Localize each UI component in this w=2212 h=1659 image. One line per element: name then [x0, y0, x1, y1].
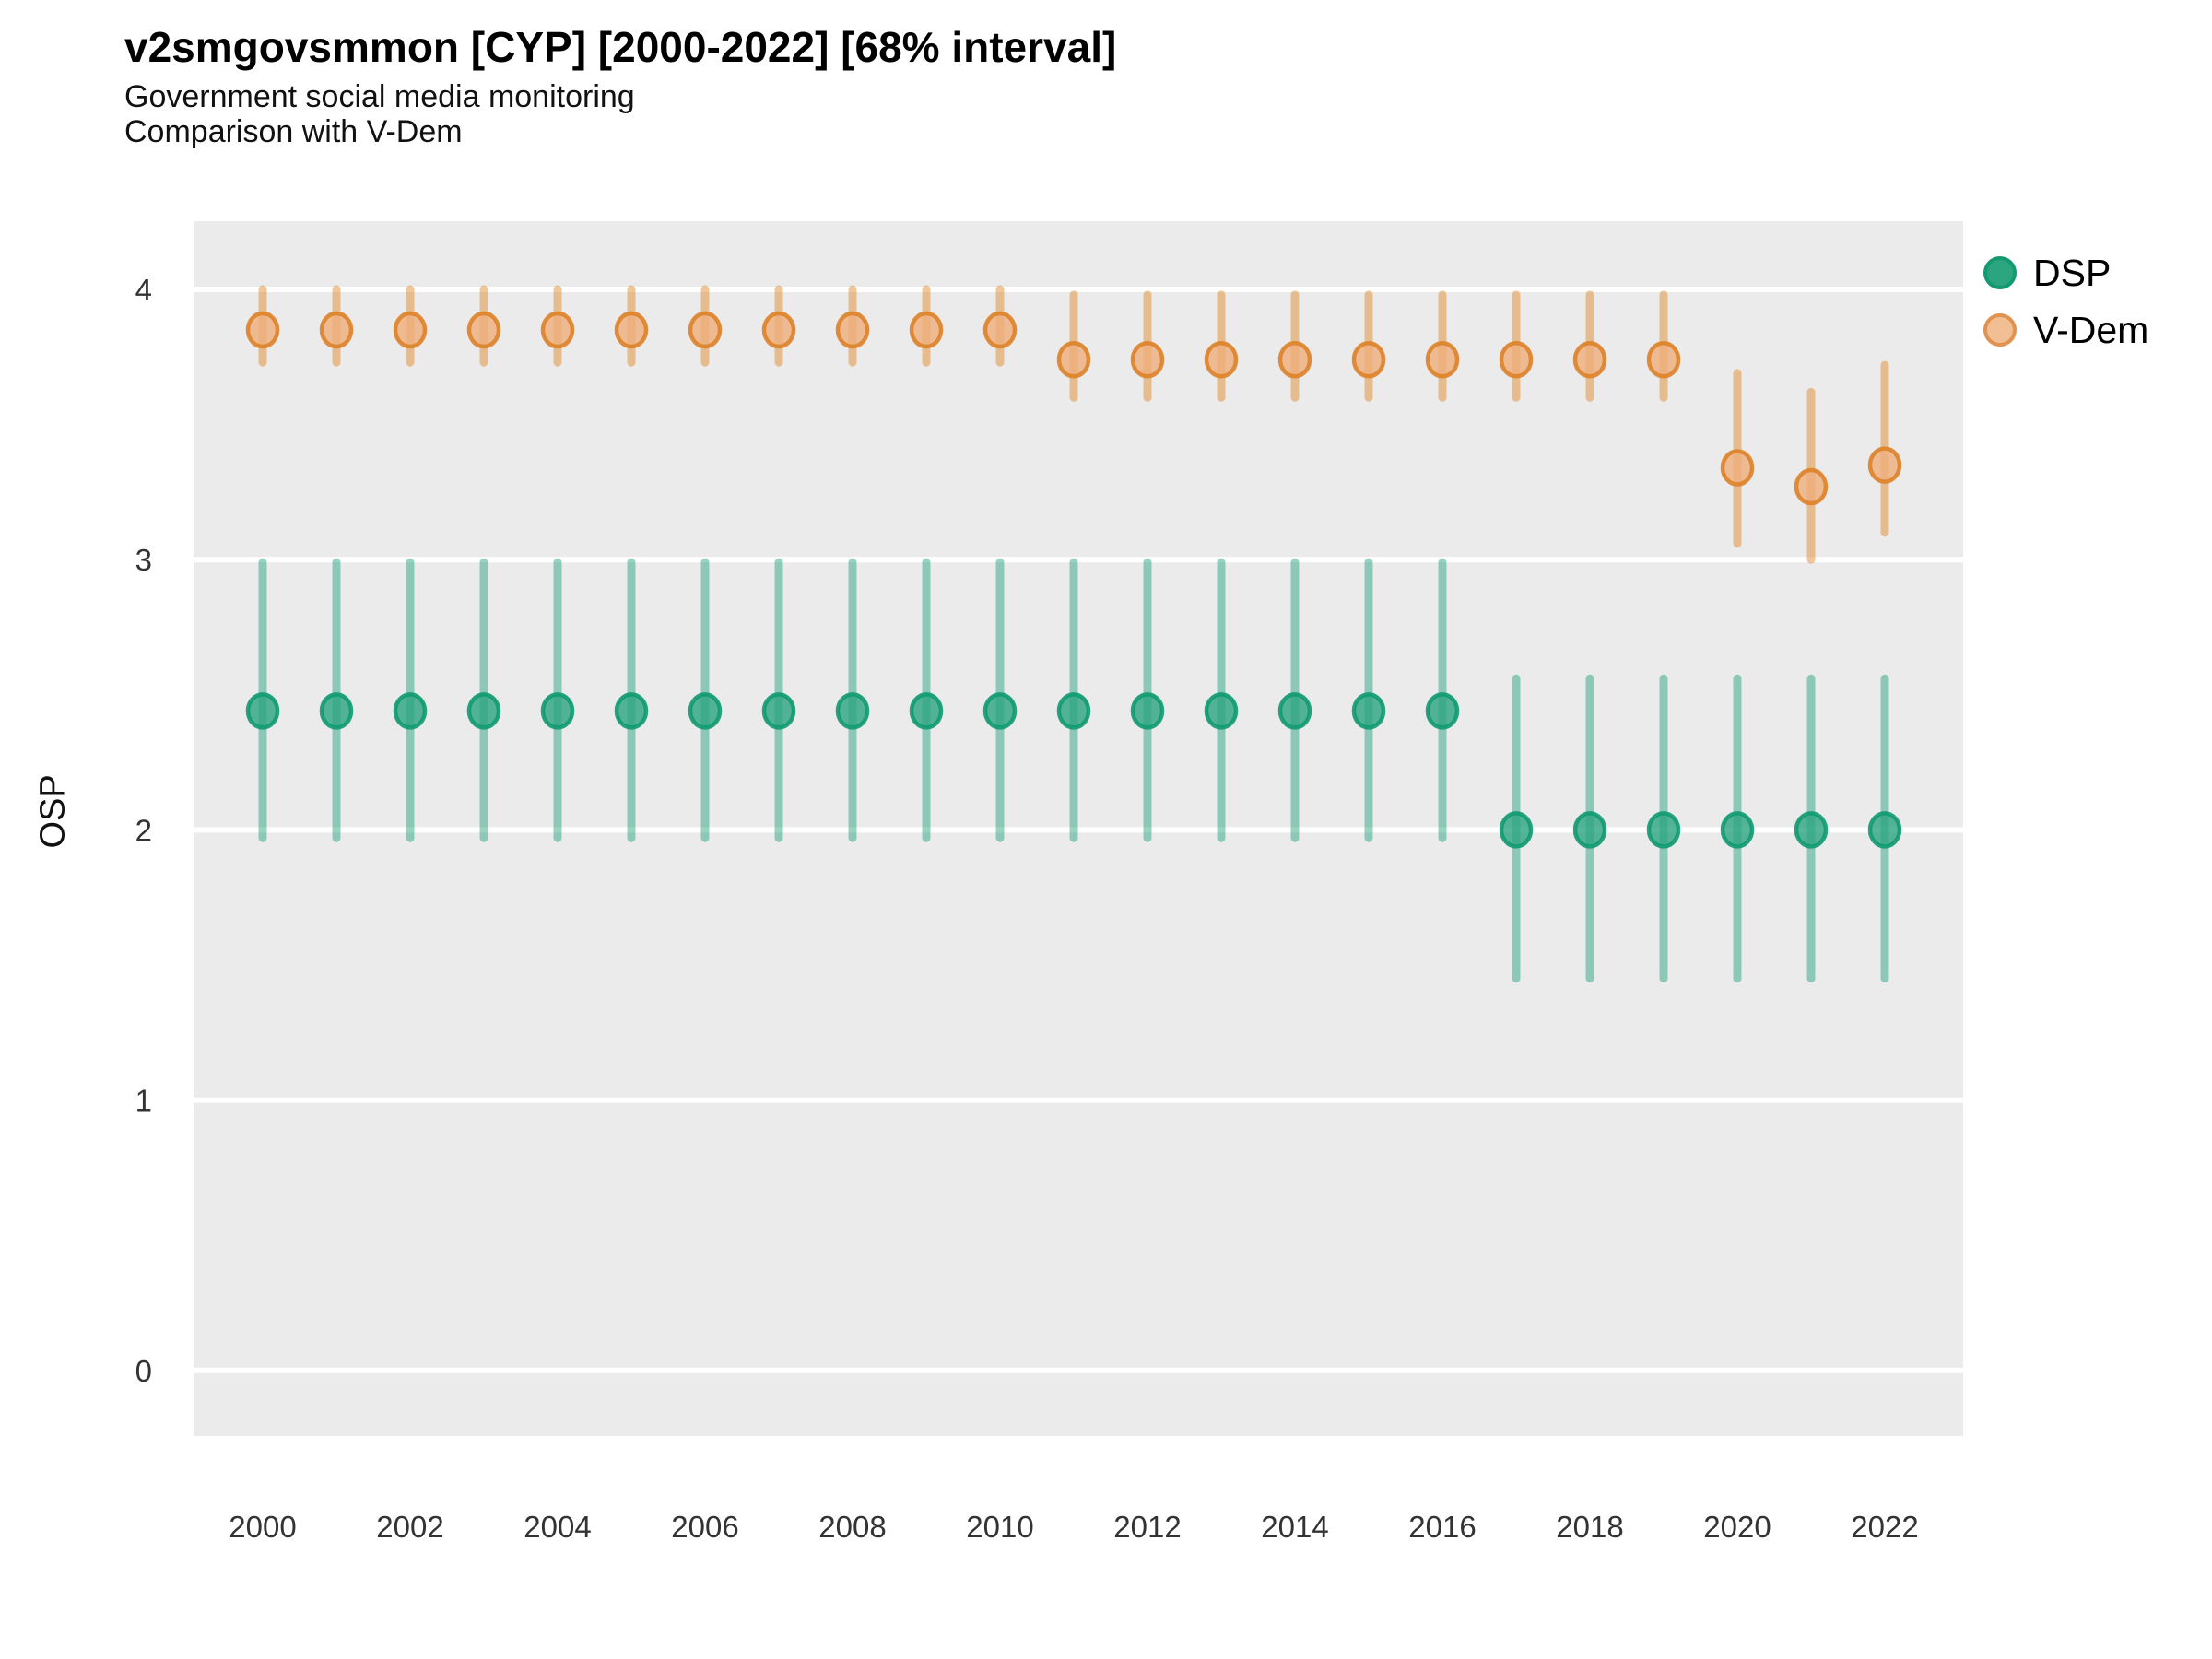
x-tick-label-2014: 2014 [1261, 1510, 1328, 1544]
y-tick-label-1: 1 [135, 1084, 152, 1118]
point-vdem-2000 [245, 311, 280, 349]
point-vdem-2003 [466, 311, 501, 349]
x-tick-label-2002: 2002 [376, 1510, 443, 1544]
point-vdem-2021 [1794, 467, 1829, 506]
point-vdem-2004 [540, 311, 575, 349]
point-vdem-2022 [1867, 446, 1902, 484]
y-tick-label-4: 4 [135, 273, 152, 307]
x-tick-label-2010: 2010 [966, 1510, 1033, 1544]
point-vdem-2007 [761, 311, 796, 349]
vdem-legend-swatch-icon [1983, 313, 2017, 347]
point-dsp-2019 [1646, 811, 1681, 849]
point-vdem-2002 [393, 311, 428, 349]
point-dsp-2003 [466, 692, 501, 730]
point-dsp-2006 [688, 692, 723, 730]
point-vdem-2013 [1204, 340, 1239, 379]
chart-subtitle-2: Comparison with V-Dem [124, 114, 463, 149]
x-tick-label-2020: 2020 [1703, 1510, 1771, 1544]
point-vdem-2018 [1572, 340, 1607, 379]
legend-label: V-Dem [2033, 308, 2149, 351]
legend-label: DSP [2033, 251, 2112, 294]
legend: DSP V-Dem [1983, 251, 2148, 352]
point-dsp-2020 [1720, 811, 1755, 849]
point-dsp-2015 [1351, 692, 1386, 730]
point-dsp-2014 [1277, 692, 1312, 730]
point-dsp-2013 [1204, 692, 1239, 730]
point-vdem-2005 [614, 311, 649, 349]
dsp-legend-swatch-icon [1983, 256, 2017, 289]
point-vdem-2015 [1351, 340, 1386, 379]
chart-subtitle: Government social media monitoring [124, 79, 635, 114]
x-tick-label-2000: 2000 [229, 1510, 296, 1544]
point-dsp-2011 [1056, 692, 1091, 730]
y-tick-label-2: 2 [135, 813, 152, 847]
legend-item-vdem: V-Dem [1983, 308, 2148, 352]
point-vdem-2012 [1130, 340, 1165, 379]
y-tick-label-3: 3 [135, 543, 152, 577]
point-vdem-2016 [1425, 340, 1460, 379]
point-dsp-2001 [319, 692, 354, 730]
point-dsp-2009 [909, 692, 944, 730]
x-tick-label-2004: 2004 [524, 1510, 591, 1544]
point-dsp-2016 [1425, 692, 1460, 730]
point-dsp-2005 [614, 692, 649, 730]
point-dsp-2007 [761, 692, 796, 730]
point-vdem-2001 [319, 311, 354, 349]
point-dsp-2008 [835, 692, 870, 730]
point-dsp-2000 [245, 692, 280, 730]
point-vdem-2019 [1646, 340, 1681, 379]
point-vdem-2009 [909, 311, 944, 349]
x-tick-label-2006: 2006 [671, 1510, 738, 1544]
x-tick-label-2022: 2022 [1851, 1510, 1918, 1544]
point-dsp-2002 [393, 692, 428, 730]
x-tick-label-2012: 2012 [1113, 1510, 1181, 1544]
y-tick-label-0: 0 [135, 1354, 152, 1388]
x-tick-label-2008: 2008 [818, 1510, 886, 1544]
point-dsp-2018 [1572, 811, 1607, 849]
point-vdem-2008 [835, 311, 870, 349]
point-dsp-2017 [1499, 811, 1534, 849]
page-title: v2smgovsmmon [CYP] [2000-2022] [68% inte… [124, 23, 1117, 71]
point-vdem-2020 [1720, 449, 1755, 487]
point-vdem-2011 [1056, 340, 1091, 379]
legend-item-dsp: DSP [1983, 251, 2148, 295]
x-tick-label-2018: 2018 [1556, 1510, 1623, 1544]
point-dsp-2022 [1867, 811, 1902, 849]
point-dsp-2021 [1794, 811, 1829, 849]
point-dsp-2004 [540, 692, 575, 730]
point-vdem-2017 [1499, 340, 1534, 379]
point-dsp-2010 [982, 692, 1018, 730]
x-tick-label-2016: 2016 [1408, 1510, 1476, 1544]
point-vdem-2010 [982, 311, 1018, 349]
point-vdem-2014 [1277, 340, 1312, 379]
point-vdem-2006 [688, 311, 723, 349]
point-dsp-2012 [1130, 692, 1165, 730]
